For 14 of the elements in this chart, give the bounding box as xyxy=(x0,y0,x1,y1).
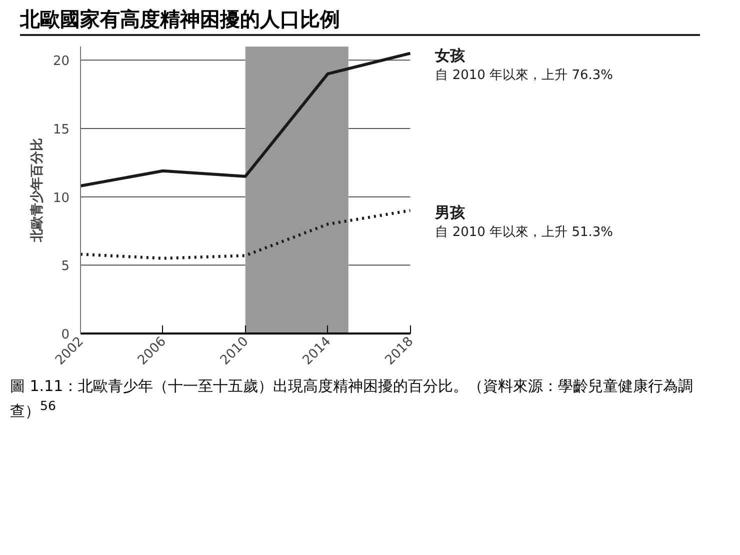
y-tick-label: 5 xyxy=(61,258,70,274)
y-tick-label: 10 xyxy=(52,190,70,206)
y-tick-label: 20 xyxy=(52,54,70,69)
y-tick-label: 0 xyxy=(61,327,70,342)
line-series xyxy=(80,208,412,260)
annotation: 自 2010 年以來，上升 51.3% xyxy=(435,224,614,240)
line-series xyxy=(80,51,412,187)
caption: 圖 1.11：北歐青少年（十一至十五歲）出現高度精神困擾的百分比。（資料來源：學齡兒童健康行為調查）$^{56}$ xyxy=(10,376,694,422)
series-label: 女孩 xyxy=(434,46,466,64)
chart-title: 北歐國家有高度精神困擾的人口比例 xyxy=(20,6,340,33)
annotation: 自 2010 年以來，上升 76.3% xyxy=(435,67,614,82)
y-tick-label: 15 xyxy=(52,122,70,138)
y-axis-title: 北歐青少年百分比 xyxy=(30,138,45,243)
series-label: 男孩 xyxy=(434,203,466,222)
